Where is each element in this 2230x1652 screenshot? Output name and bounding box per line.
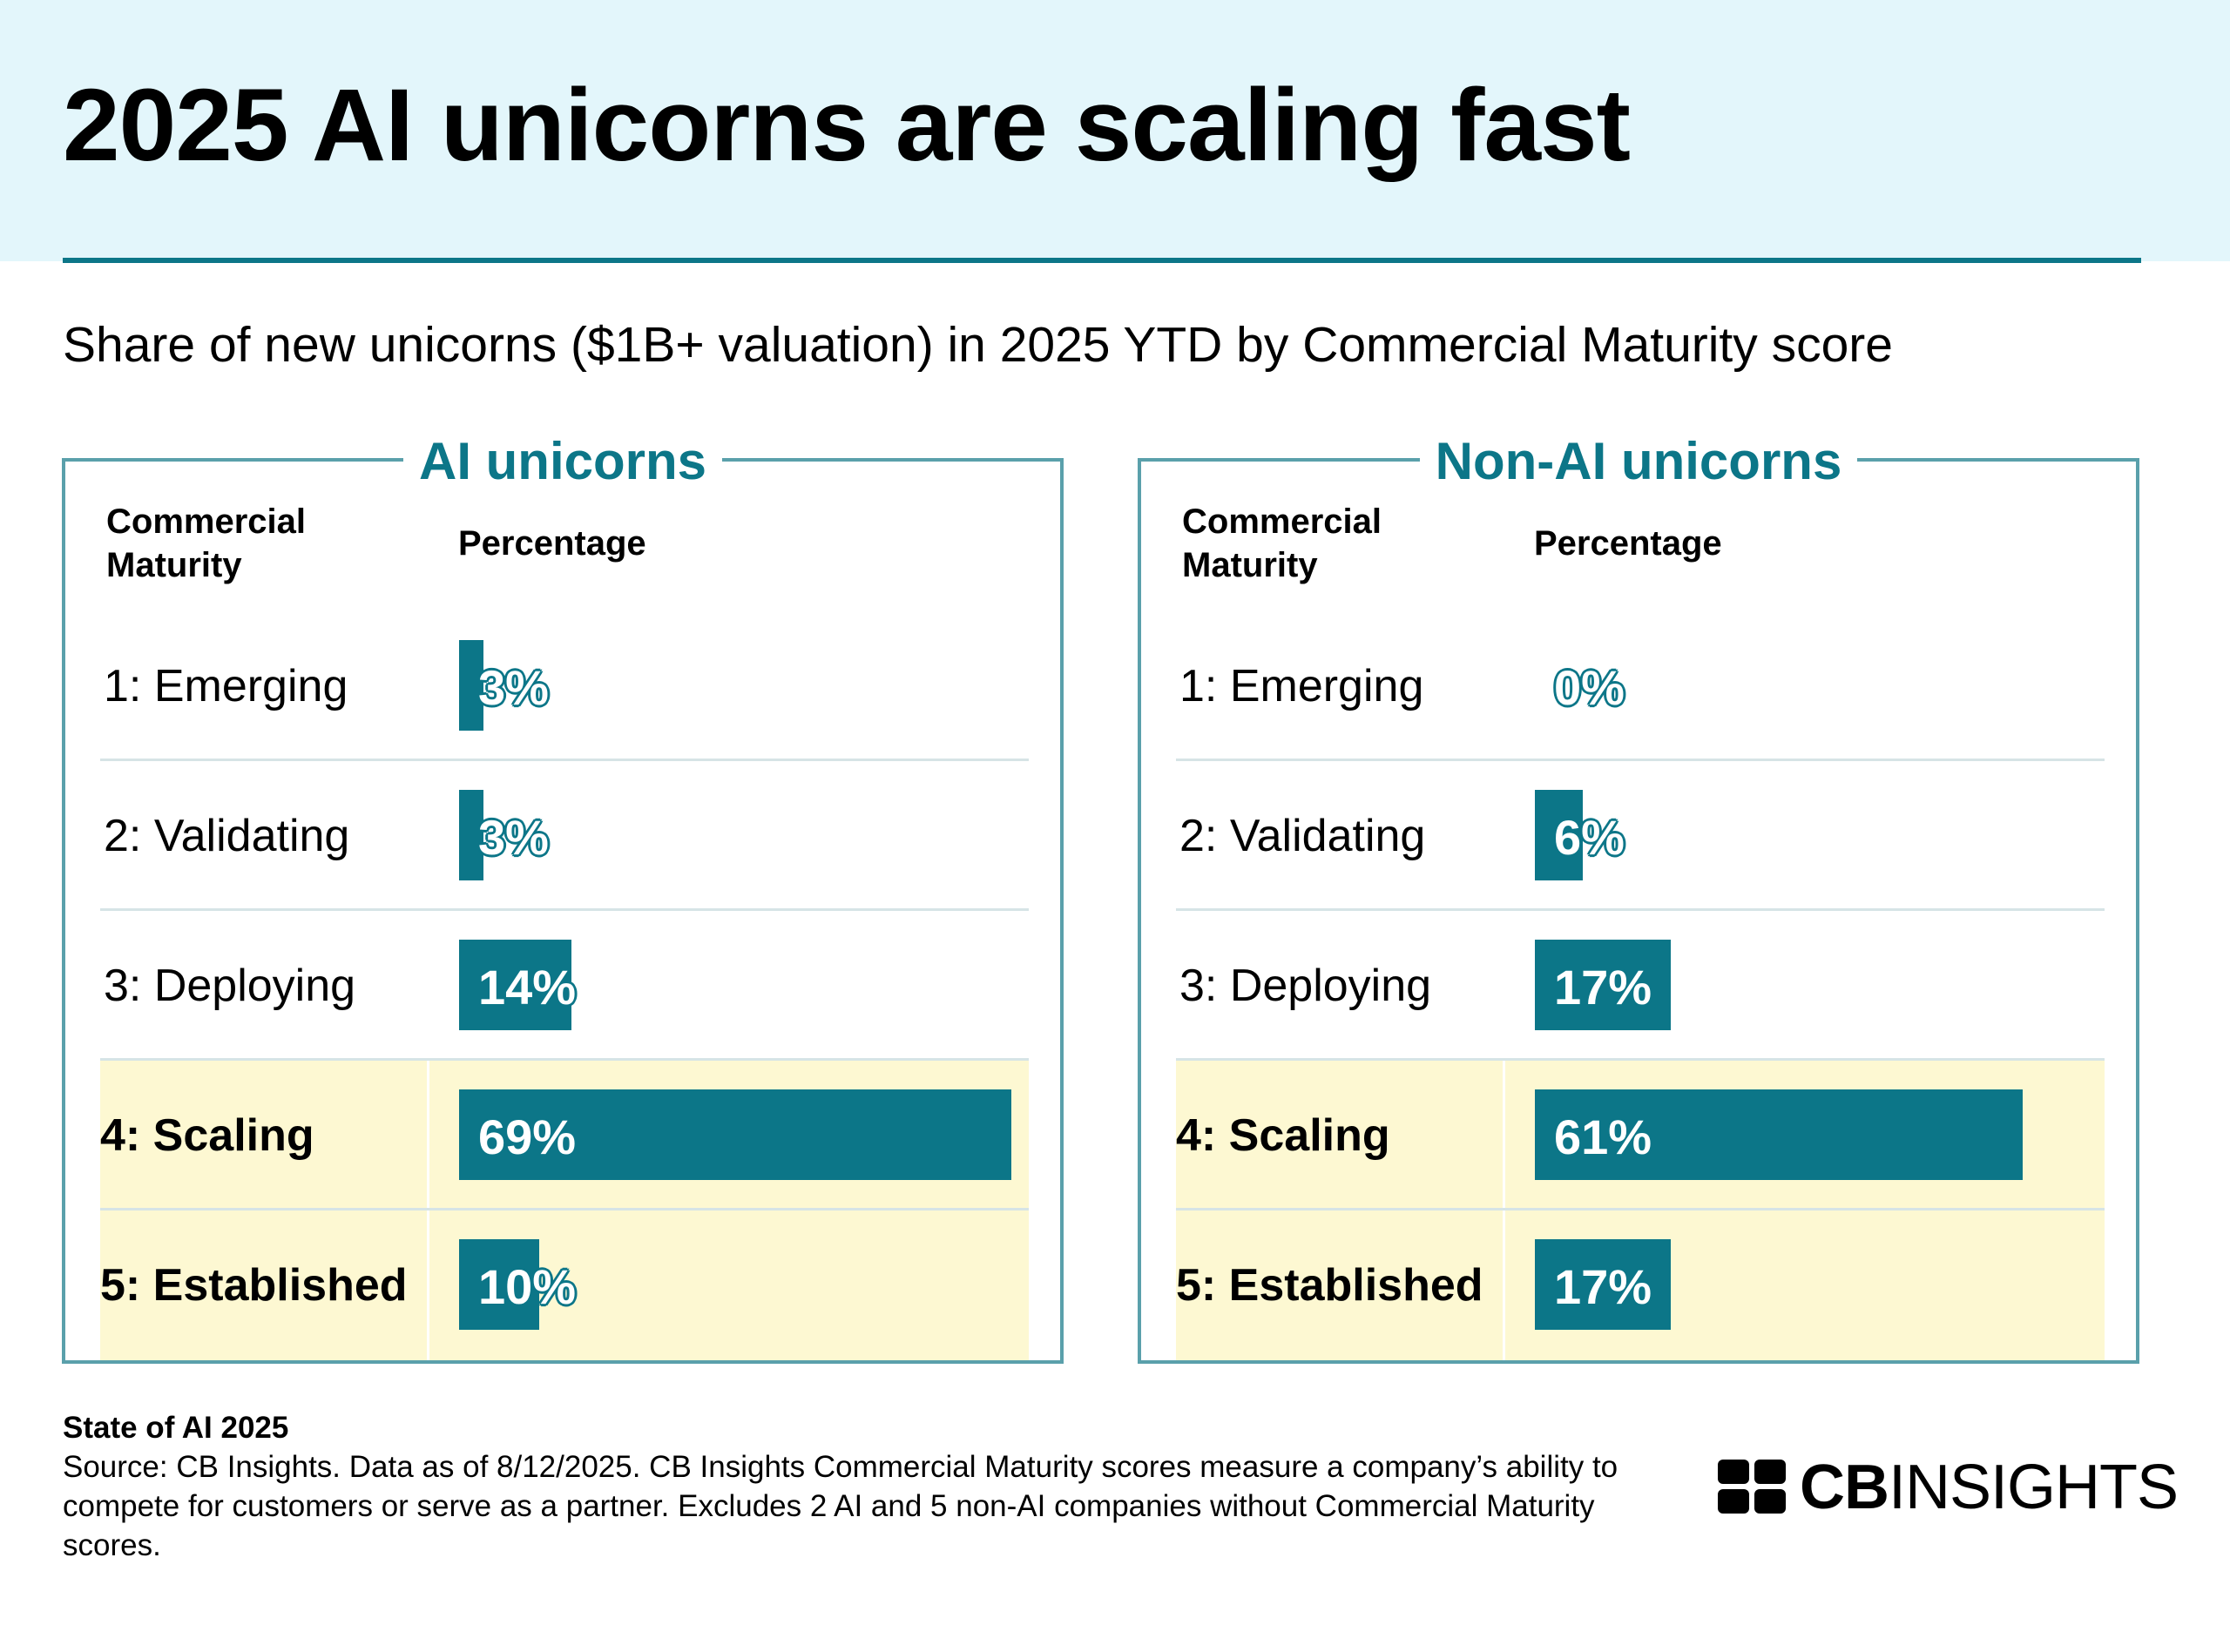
chart-row: 5: Established 10% — [100, 1210, 1029, 1360]
column-header-percentage: Percentage — [458, 524, 646, 563]
category-label: 3: Deploying — [104, 961, 356, 1011]
category-label: 2: Validating — [1179, 811, 1426, 861]
bar-rows: 1: Emerging 3% 2: Validating 3% 3: Deploying… — [100, 611, 1029, 1360]
value-label: 17% — [1554, 960, 1652, 1015]
chart-row: 3: Deploying 14% — [100, 911, 1029, 1061]
bar — [459, 790, 483, 880]
report-name: State of AI 2025 — [63, 1411, 289, 1445]
chart-row: 5: Established 17% — [1176, 1210, 2105, 1360]
value-label: 69% — [478, 1109, 577, 1164]
row-divider-vertical — [427, 1210, 429, 1360]
ai-unicorns-panel: AI unicorns Commercial Maturity Percenta… — [62, 428, 1064, 1364]
row-divider — [1176, 759, 2105, 761]
row-divider-vertical — [1503, 1210, 1505, 1360]
category-label: 5: Established — [1176, 1260, 1483, 1311]
value-label: 6% — [1554, 810, 1625, 865]
value-label: 17% — [1554, 1259, 1652, 1314]
category-label: 2: Validating — [104, 811, 350, 861]
chart-row: 2: Validating 3% — [100, 761, 1029, 911]
row-divider — [1176, 908, 2105, 911]
column-header-maturity: Commercial Maturity — [106, 502, 306, 584]
chart-row: 2: Validating 6% — [1176, 761, 2105, 911]
bar — [1535, 790, 1583, 880]
chart-subtitle: Share of new unicorns ($1B+ valuation) i… — [63, 317, 1893, 373]
chart-row: 1: Emerging 0% — [1176, 611, 2105, 761]
category-label: 1: Emerging — [104, 661, 348, 711]
row-divider — [100, 759, 1029, 761]
category-label: 3: Deploying — [1179, 961, 1432, 1011]
column-header-percentage: Percentage — [1534, 524, 1722, 563]
value-label: 61% — [1554, 1109, 1652, 1164]
row-divider-vertical — [427, 1061, 429, 1210]
source-note: Source: CB Insights. Data as of 8/12/202… — [63, 1450, 1618, 1562]
category-label: 5: Established — [100, 1260, 408, 1311]
category-label: 4: Scaling — [1176, 1110, 1390, 1161]
value-label: 3% — [478, 660, 549, 715]
bar — [1535, 1089, 2023, 1180]
bar — [459, 940, 571, 1030]
bar — [459, 640, 483, 731]
column-header-maturity: Commercial Maturity — [1182, 502, 1382, 584]
chart-row: 4: Scaling 61% — [1176, 1061, 2105, 1210]
panel-title: Non-AI unicorns — [1419, 428, 1858, 495]
row-divider — [1176, 1058, 2105, 1061]
row-divider — [100, 908, 1029, 911]
row-divider — [1176, 1208, 2105, 1210]
bar-rows: 1: Emerging 0% 2: Validating 6% 3: Deploying… — [1176, 611, 2105, 1360]
value-label: 3% — [478, 810, 549, 865]
page-title: 2025 AI unicorns are scaling fast — [63, 68, 1631, 183]
panel-title: AI unicorns — [402, 428, 723, 495]
value-label: 10% — [478, 1259, 577, 1314]
cb-insights-logo-icon — [1718, 1460, 1786, 1514]
chart-row: 4: Scaling 69% — [100, 1061, 1029, 1210]
chart-row: 3: Deploying 17% — [1176, 911, 2105, 1061]
header-band — [0, 0, 2230, 261]
bar — [459, 1239, 539, 1330]
category-label: 1: Emerging — [1179, 661, 1424, 711]
bar — [1535, 1239, 1671, 1330]
logo-wordmark: CBINSIGHTS — [1800, 1453, 2179, 1522]
chart-row: 1: Emerging 3% — [100, 611, 1029, 761]
non-ai-unicorns-panel: Non-AI unicorns Commercial Maturity Perc… — [1138, 428, 2139, 1364]
value-label: 0% — [1554, 660, 1625, 715]
category-label: 4: Scaling — [100, 1110, 314, 1161]
title-divider — [63, 258, 2141, 263]
row-divider-vertical — [1503, 1061, 1505, 1210]
value-label: 14% — [478, 960, 577, 1015]
bar — [459, 1089, 1011, 1180]
bar — [1535, 940, 1671, 1030]
row-divider — [100, 1208, 1029, 1210]
logo-text-bold: CB — [1800, 1453, 1889, 1522]
row-divider — [100, 1058, 1029, 1061]
logo-text-regular: INSIGHTS — [1889, 1453, 2179, 1522]
